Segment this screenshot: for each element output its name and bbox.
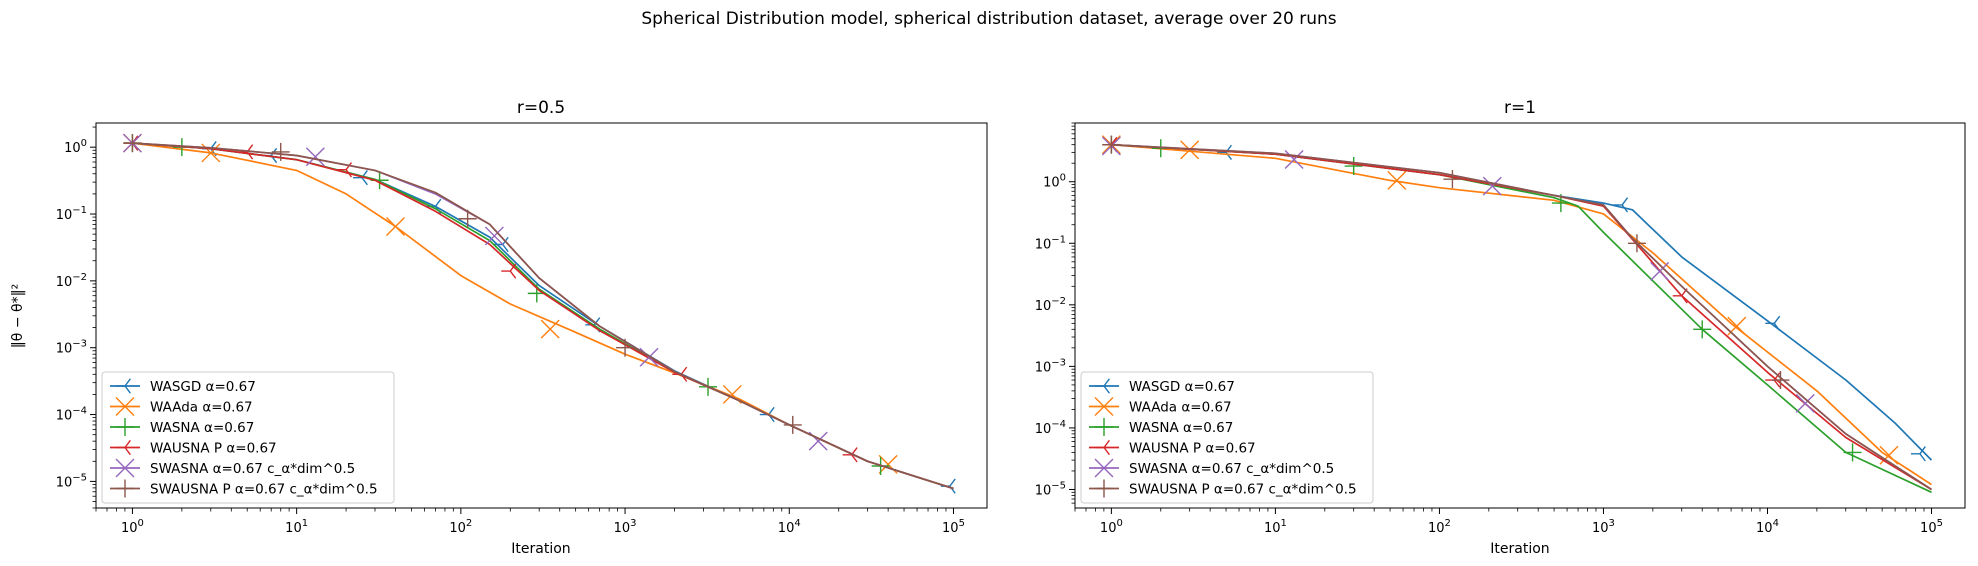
legend-label: WAUSNA P α=0.67 [1129, 441, 1256, 457]
legend-box [1080, 371, 1374, 504]
x-tick-label: 101 [1264, 518, 1287, 536]
panel-title: r=0.5 [517, 98, 565, 118]
y-tick-label: 10−3 [1035, 357, 1066, 375]
y-tick-label: 10−2 [1035, 296, 1066, 314]
y-tick-label: 10−4 [56, 406, 87, 424]
legend-marker [1095, 418, 1113, 436]
legend: WASGD α=0.67 WAAda α=0.67 WASNA α=0.67 WAUS… [1080, 371, 1374, 504]
y-tick-label: 10−2 [56, 272, 87, 290]
x-tick-label: 102 [449, 518, 472, 536]
plot-area [122, 133, 956, 494]
legend-label: SWAUSNA P α=0.67 c_α*dim^0.5 [150, 482, 378, 498]
y-tick-label: 100 [64, 138, 87, 156]
series-marker-wasgd [1910, 446, 1926, 462]
x-tick-label: 105 [942, 518, 965, 536]
series-marker-wausna [1672, 288, 1688, 304]
series-marker-swausna [1443, 170, 1462, 189]
legend-marker [116, 378, 131, 394]
y-tick-label: 10−3 [56, 339, 87, 357]
series-marker-wasna [1693, 320, 1712, 339]
series-marker-swasna [305, 147, 325, 167]
series-marker-swausna [616, 338, 635, 357]
series-marker-swasna [1650, 261, 1670, 281]
x-tick-label: 103 [1592, 518, 1615, 536]
figure-suptitle: Spherical Distribution model, spherical … [641, 9, 1336, 29]
series-line-swausna [1111, 143, 1932, 491]
x-tick-label: 100 [1100, 518, 1123, 536]
legend-label: SWAUSNA P α=0.67 c_α*dim^0.5 [1129, 482, 1357, 498]
legend-label: SWASNA α=0.67 c_α*dim^0.5 [150, 461, 355, 477]
y-axis-label: ‖θ − θ*‖² [10, 284, 26, 348]
legend-marker [116, 479, 134, 498]
series-marker-swausna [123, 134, 142, 153]
legend-label: WASGD α=0.67 [1129, 379, 1235, 395]
series-marker-swasna [484, 226, 504, 246]
legend-marker [116, 439, 131, 456]
legend-marker [115, 458, 135, 478]
x-tick-label: 104 [778, 518, 801, 536]
plot-area [1101, 135, 1933, 494]
legend-label: WASNA α=0.67 [150, 420, 254, 436]
y-tick-label: 10−1 [56, 205, 87, 223]
legend-marker [1094, 397, 1114, 416]
x-tick-label: 105 [1920, 518, 1943, 536]
legend-marker [1095, 378, 1110, 394]
series-marker-swasna [1482, 176, 1502, 196]
legend-label: WAAda α=0.67 [1129, 400, 1232, 416]
panel-title: r=1 [1504, 98, 1536, 118]
series-marker-swausna [783, 415, 802, 434]
x-tick-label: 103 [614, 518, 637, 536]
series-marker-wasna [1843, 443, 1862, 462]
x-tick-label: 104 [1756, 518, 1779, 536]
x-tick-label: 101 [285, 518, 308, 536]
legend-label: SWASNA α=0.67 c_α*dim^0.5 [1129, 461, 1334, 477]
legend-marker [1095, 439, 1110, 456]
x-tick-label: 100 [121, 518, 144, 536]
series-line-waada [1111, 143, 1932, 486]
series-marker-waada [1879, 445, 1899, 465]
legend-marker [116, 418, 134, 436]
series-marker-wasna [1344, 157, 1363, 176]
legend-box [101, 371, 395, 504]
series-marker-wasgd [1613, 197, 1629, 213]
panel-r05: r=0.5 Iteration ‖θ − θ*‖² 100 101 102 103 10… [10, 98, 988, 557]
series-marker-swausna [271, 142, 290, 161]
legend-label: WASNA α=0.67 [1129, 420, 1233, 436]
series-marker-waada [386, 217, 405, 237]
x-axis-label: Iteration [1490, 541, 1549, 557]
series-marker-swausna [458, 209, 477, 228]
series-marker-swausna [1627, 234, 1646, 253]
y-tick-label: 10−5 [1035, 480, 1066, 498]
axes-frame [1074, 122, 1966, 509]
series-marker-wausna [501, 263, 517, 279]
panel-r1: r=1 Iteration 100 101 102 103 104 105 10−5 10−4… [1035, 98, 1966, 557]
legend-marker [115, 397, 135, 416]
series-marker-wasgd [1765, 315, 1781, 331]
legend-label: WAUSNA P α=0.67 [150, 441, 277, 457]
x-tick-label: 102 [1428, 518, 1451, 536]
series-marker-swasna [1795, 393, 1815, 413]
y-tick-label: 100 [1043, 173, 1066, 191]
series-marker-swasna [1284, 149, 1304, 169]
series-marker-swausna [1102, 135, 1121, 154]
legend-label: WAAda α=0.67 [150, 400, 253, 416]
series-marker-swasna [639, 347, 659, 367]
x-axis-label: Iteration [511, 541, 570, 557]
legend-marker [1094, 458, 1114, 478]
series-marker-waada [1387, 170, 1407, 190]
legend-label: WASGD α=0.67 [150, 379, 256, 395]
legend: WASGD α=0.67 WAAda α=0.67 WASNA α=0.67 WAUS… [101, 371, 395, 504]
series-marker-swausna [1771, 371, 1790, 390]
y-tick-label: 10−1 [1035, 234, 1066, 252]
legend-marker [1095, 479, 1113, 498]
y-tick-label: 10−5 [56, 472, 87, 490]
y-tick-label: 10−4 [1035, 419, 1066, 437]
series-marker-waada [540, 319, 560, 339]
axes-frame [95, 122, 988, 509]
